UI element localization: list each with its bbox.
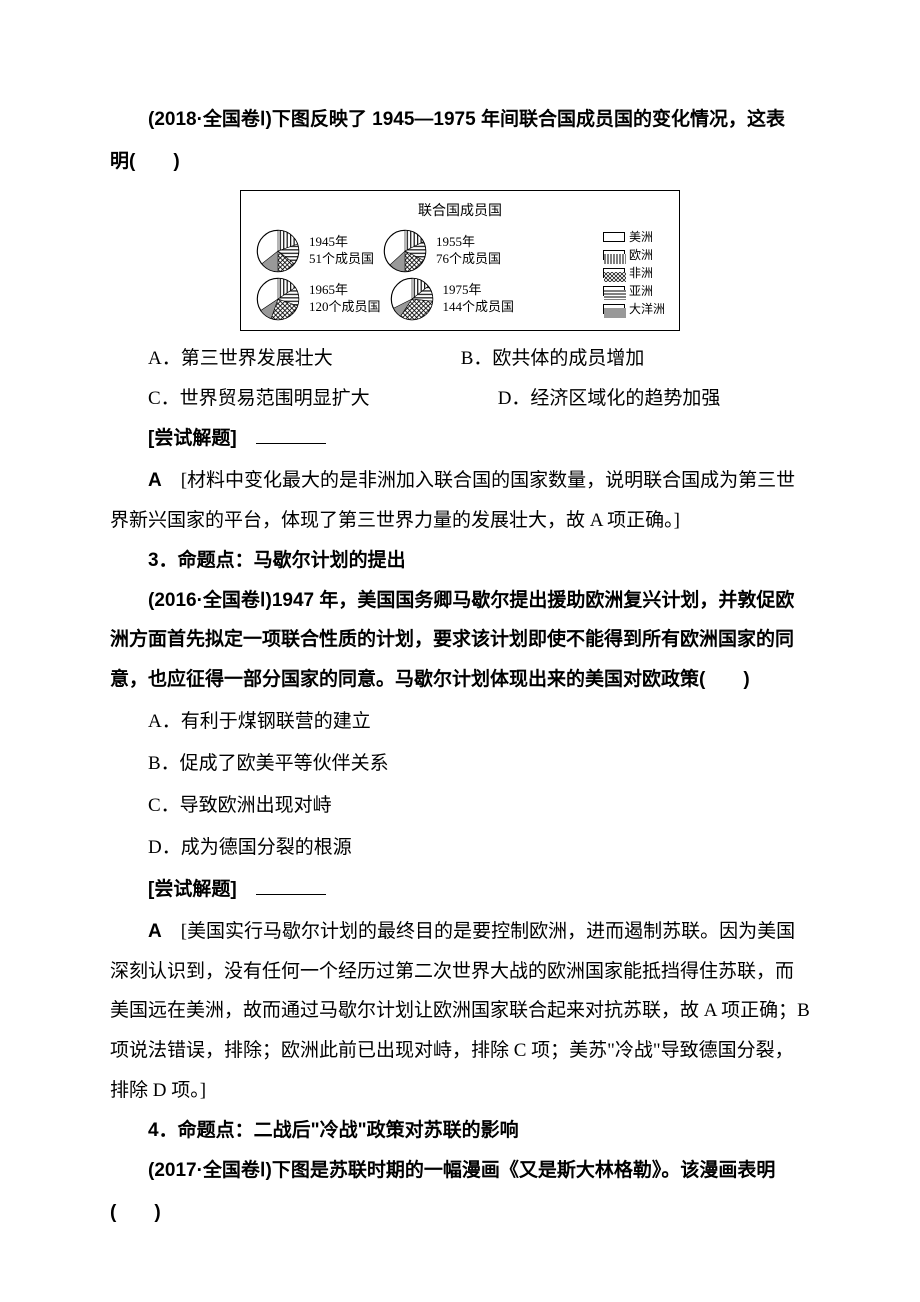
pie-1945	[255, 228, 301, 274]
chart-title: 联合国成员国	[255, 197, 665, 226]
pie-1965	[255, 276, 301, 322]
q2-options-2: C．世界贸易范围明显扩大 D．经济区域化的趋势加强	[110, 379, 810, 419]
q4-prompt-2: ( )	[110, 1193, 810, 1233]
q3-prompt: (2016·全国卷Ⅰ)1947 年，美国国务卿马歇尔提出援助欧洲复兴计划，并敦促…	[110, 581, 810, 701]
q2-try: [尝试解题]	[110, 419, 810, 459]
q2-answer: A [材料中变化最大的是非洲加入联合国的国家数量，说明联合国成为第三世界新兴国家…	[110, 461, 810, 541]
q3-option-c: C．导致欧洲出现对峙	[110, 786, 810, 826]
q4-heading: 4．命题点：二战后"冷战"政策对苏联的影响	[110, 1111, 810, 1151]
q2-prompt-2: 明( )	[110, 142, 810, 182]
q4-prompt-1: (2017·全国卷Ⅰ)下图是苏联时期的一幅漫画《又是斯大林格勒》。该漫画表明	[110, 1151, 810, 1191]
q3-answer: A [美国实行马歇尔计划的最终目的是要控制欧洲，进而遏制苏联。因为美国深刻认识到…	[110, 912, 810, 1111]
un-members-chart: 联合国成员国 1945年51个成员国 1955年76个成员国 1965年120个…	[110, 190, 810, 331]
q2-option-d: D．经济区域化的趋势加强	[460, 379, 721, 419]
chart-legend: 美洲 欧洲 非洲 亚洲 大洋洲	[603, 228, 665, 318]
blank-line	[256, 427, 326, 444]
q2-options-1: A．第三世界发展壮大 B．欧共体的成员增加	[110, 339, 810, 379]
pie-1955	[382, 228, 428, 274]
q3-option-d: D．成为德国分裂的根源	[110, 828, 810, 868]
q2-prompt: (2018·全国卷Ⅰ)下图反映了 1945—1975 年间联合国成员国的变化情况…	[110, 100, 810, 140]
pie-1975	[389, 276, 435, 322]
blank-line	[256, 878, 326, 895]
q3-option-b: B．促成了欧美平等伙伴关系	[110, 744, 810, 784]
q2-option-a: A．第三世界发展壮大	[110, 339, 333, 379]
q3-try: [尝试解题]	[110, 870, 810, 910]
q3-heading: 3．命题点：马歇尔计划的提出	[110, 541, 810, 581]
q3-option-a: A．有利于煤钢联营的建立	[110, 702, 810, 742]
q2-option-b: B．欧共体的成员增加	[423, 339, 645, 379]
q2-option-c: C．世界贸易范围明显扩大	[110, 379, 370, 419]
